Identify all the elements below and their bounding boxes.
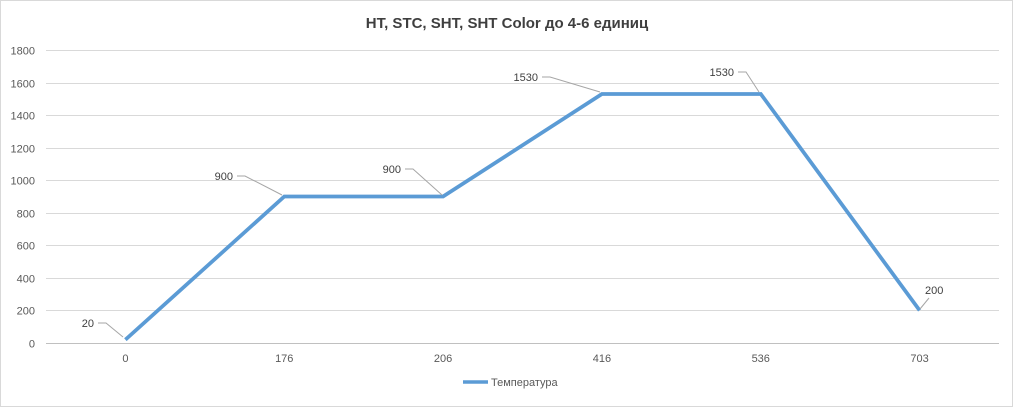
x-tick-label: 206 [434, 353, 452, 365]
temperature-line [124, 92, 922, 342]
x-tick-label: 416 [593, 353, 611, 365]
x-tick-label: 176 [275, 353, 293, 365]
data-label-leader-line [738, 71, 760, 93]
y-tick-label: 1800 [11, 46, 35, 58]
data-label: 1530 [710, 67, 734, 79]
x-tick-label: 0 [122, 353, 128, 365]
data-label: 1530 [514, 72, 538, 84]
legend: Температура [463, 377, 559, 389]
data-label: 20 [82, 318, 94, 330]
y-axis-tick-labels: 0 200 400 600 800 1000 1200 1400 1600 1800 [11, 46, 35, 351]
data-label: 900 [215, 171, 233, 183]
y-tick-label: 800 [17, 209, 35, 221]
y-tick-label: 1400 [11, 111, 35, 123]
temperature-series [124, 92, 922, 342]
y-tick-label: 1200 [11, 144, 35, 156]
data-label: 200 [925, 285, 943, 297]
data-label-leader-line [542, 76, 601, 93]
x-tick-label: 536 [752, 353, 770, 365]
y-tick-label: 400 [17, 274, 35, 286]
x-axis-tick-labels: 0 176 206 416 536 703 [122, 353, 928, 365]
data-label-leader-line [405, 168, 443, 196]
y-tick-label: 600 [17, 241, 35, 253]
data-labels: 20 900 900 1530 1530 200 [82, 67, 943, 338]
data-label-leader-line [98, 322, 124, 338]
legend-label: Температура [491, 377, 559, 389]
data-label: 900 [383, 164, 401, 176]
y-tick-label: 1000 [11, 176, 35, 188]
chart-title: HT, STC, SHT, SHT Color до 4-6 единиц [366, 15, 649, 32]
gridlines [46, 50, 999, 344]
data-label-leader-line [237, 175, 283, 196]
y-tick-label: 0 [29, 339, 35, 351]
y-tick-label: 200 [17, 306, 35, 318]
x-tick-label: 703 [910, 353, 928, 365]
y-tick-label: 1600 [11, 79, 35, 91]
data-label-leader-line [919, 297, 930, 310]
